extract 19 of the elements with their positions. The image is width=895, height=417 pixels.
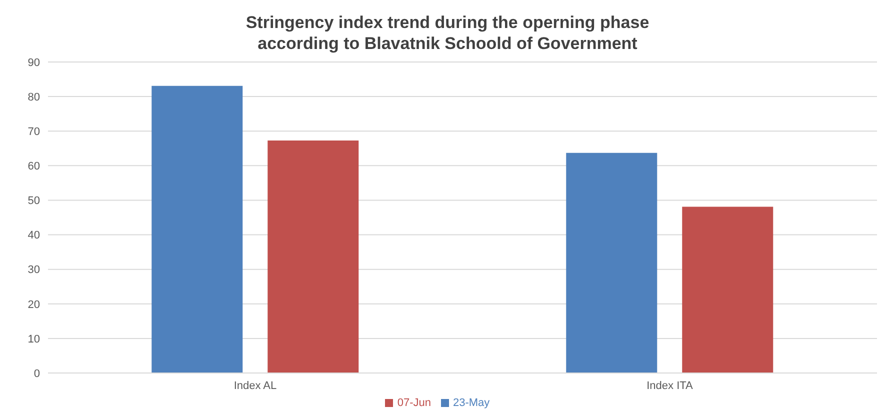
y-tick-label: 70 (28, 126, 40, 138)
y-tick-label: 20 (28, 298, 40, 311)
x-tick-label: Index AL (234, 380, 277, 392)
y-tick-label: 40 (28, 230, 40, 242)
y-tick-label: 0 (34, 368, 40, 380)
bar (682, 206, 774, 373)
y-tick-label: 10 (28, 333, 40, 346)
bar (152, 86, 243, 373)
y-tick-label: 30 (28, 264, 40, 276)
legend-label: 23-May (452, 397, 490, 409)
chart-title: Stringency index trend during the operning phase according to Blavatnik Schoold of Government (244, 12, 650, 54)
x-tick-label: Index ITA (646, 380, 694, 392)
bar (268, 140, 359, 373)
legend-label: 07-Jun (397, 397, 431, 409)
bar (566, 152, 658, 373)
y-tick-label: 80 (28, 91, 40, 104)
y-tick-label: 90 (28, 56, 40, 69)
y-tick-label: 50 (28, 195, 40, 208)
y-tick-label: 60 (28, 160, 40, 173)
